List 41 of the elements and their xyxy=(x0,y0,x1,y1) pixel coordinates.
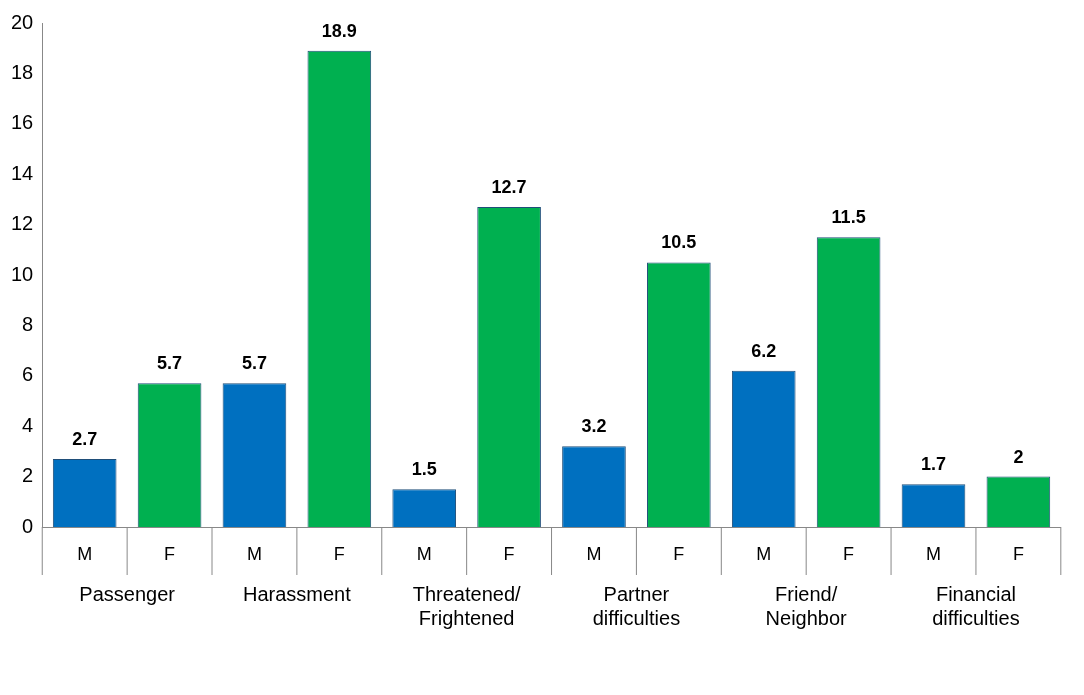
y-tick-label: 8 xyxy=(22,312,34,335)
text: M xyxy=(586,543,602,564)
data-label: 3.2 xyxy=(581,416,607,437)
text: F xyxy=(843,543,855,564)
data-label: 18.9 xyxy=(321,20,357,41)
x-tick-label: Financial difficulties xyxy=(932,582,1020,629)
y-tick-label: 6 xyxy=(22,363,34,386)
data-label: 1.7 xyxy=(920,454,947,475)
series-label: M xyxy=(77,543,93,564)
y-tick-label: 16 xyxy=(11,111,34,134)
text: M xyxy=(246,543,262,564)
text: F xyxy=(673,543,685,564)
series-label: F xyxy=(164,543,176,564)
data-label: 5.7 xyxy=(157,353,183,374)
x-tick-label: Passenger xyxy=(79,582,176,605)
y-tick-label: 4 xyxy=(22,413,34,436)
data-label: 2 xyxy=(1013,446,1024,467)
text: F xyxy=(503,543,515,564)
data-label: 12.7 xyxy=(491,176,527,197)
x-tick-label: Harassment xyxy=(242,582,352,605)
y-tick-label: 12 xyxy=(11,212,34,235)
y-tick-label: 10 xyxy=(11,262,34,285)
text: F xyxy=(333,543,345,564)
data-label: 2.7 xyxy=(72,428,98,449)
data-label: 5.7 xyxy=(241,353,267,374)
text: M xyxy=(416,543,432,564)
data-label: 10.5 xyxy=(661,232,697,253)
data-label: 11.5 xyxy=(831,207,866,228)
x-tick-label: Friend/ Neighbor xyxy=(765,582,848,629)
y-tick-label: 20 xyxy=(11,10,34,33)
data-label: 6.2 xyxy=(751,340,777,361)
y-tick-label: 2 xyxy=(22,464,34,487)
data-label: 1.5 xyxy=(411,459,437,480)
text: M xyxy=(926,543,941,564)
x-tick-label: Partner difficulties xyxy=(592,582,681,629)
y-tick-label: 18 xyxy=(11,60,34,83)
y-tick-label: 0 xyxy=(22,514,34,537)
text: M xyxy=(756,543,772,564)
text: F xyxy=(1012,543,1024,564)
x-tick-label: Threatened/ Frightened xyxy=(412,582,522,629)
y-tick-label: 14 xyxy=(11,161,34,184)
